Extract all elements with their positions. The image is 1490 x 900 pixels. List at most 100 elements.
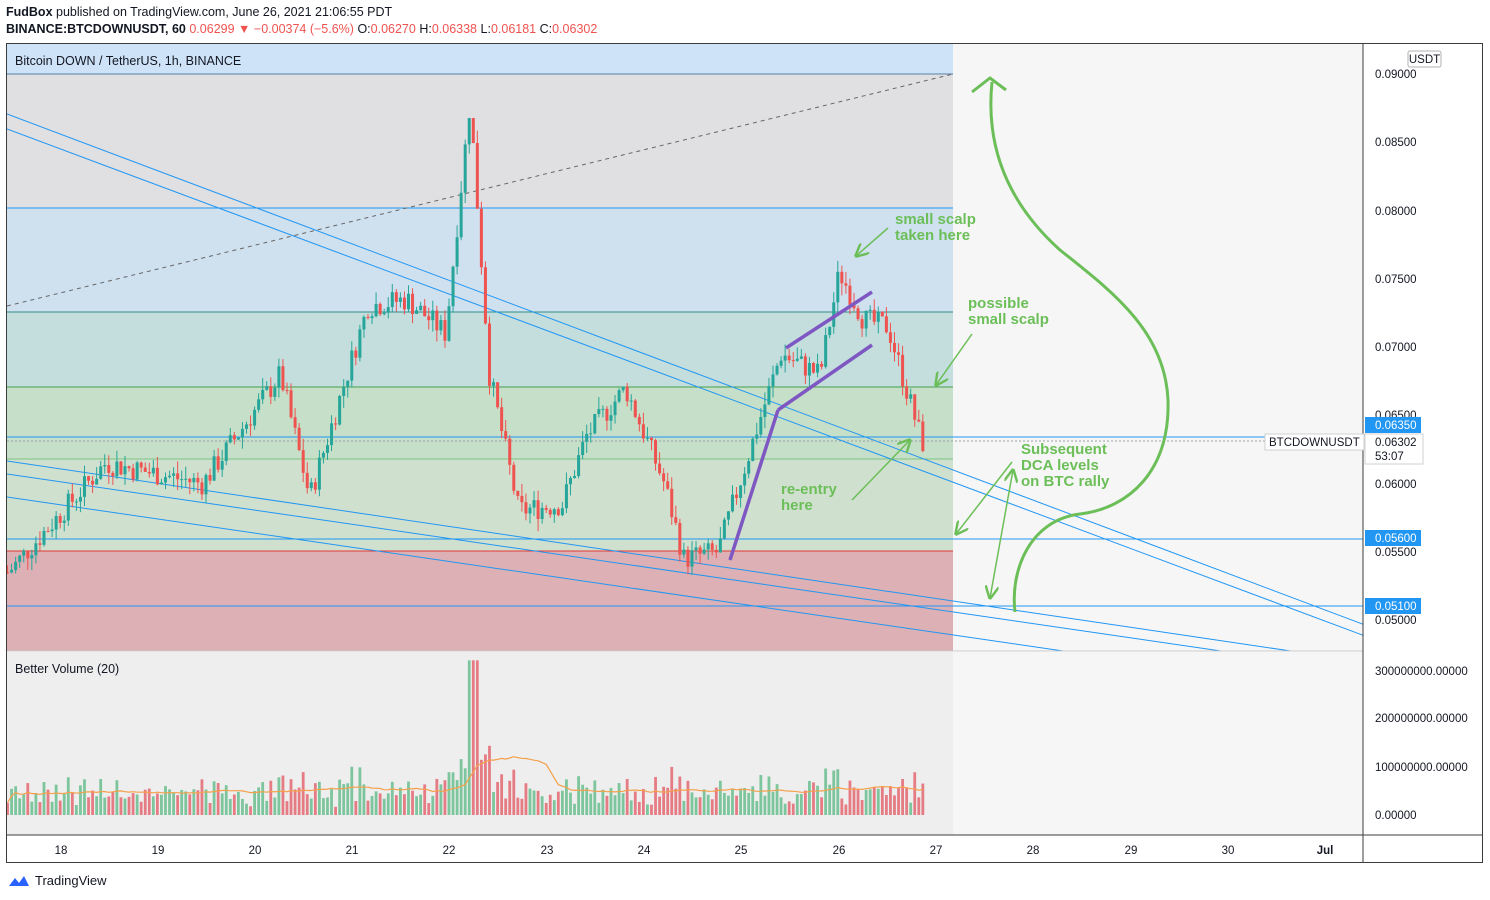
candle-body [876, 311, 880, 322]
volume-bar [901, 779, 904, 815]
volume-bar [876, 788, 880, 815]
candle-body [236, 437, 240, 440]
volume-bar [277, 777, 281, 815]
volume-bar [338, 779, 342, 815]
candle-body [34, 543, 38, 556]
volume-bar [224, 785, 228, 815]
range-zones [7, 44, 1363, 835]
volume-bar [54, 784, 58, 815]
volume-bar [38, 802, 42, 815]
volume-bar [905, 787, 909, 815]
candle-body [406, 293, 410, 310]
candle-body [589, 433, 593, 435]
candle-body [58, 516, 62, 523]
arrow-icon [856, 227, 889, 256]
volume-bar [317, 781, 321, 815]
volume-bar [471, 660, 475, 815]
time-tick: 18 [55, 845, 68, 857]
candle-body [836, 271, 840, 303]
price-tick: 0.08500 [1375, 137, 1417, 149]
candle-body [743, 473, 747, 486]
price-tick: 0.05000 [1375, 615, 1417, 627]
time-tick: 22 [443, 845, 456, 857]
time-tick: 21 [346, 845, 359, 857]
candle-body [22, 550, 26, 556]
arrow-icon [851, 440, 910, 501]
rally-path-curve [989, 81, 1170, 613]
time-tick: 23 [541, 845, 554, 857]
volume-bar [820, 797, 823, 815]
volume-bar [46, 789, 50, 815]
candle-body [74, 501, 78, 503]
candle-body [751, 438, 755, 462]
volume-bar [921, 783, 925, 815]
candle-body [42, 531, 46, 545]
volume-bar [427, 803, 431, 815]
publish-line: FudBox published on TradingView.com, Jun… [6, 5, 392, 19]
volume-bar [455, 780, 459, 815]
volume-bar [637, 801, 641, 815]
volume-bar [386, 793, 390, 815]
volume-bar [269, 780, 273, 815]
candle-body [253, 409, 257, 426]
open-label: O: [357, 22, 371, 36]
volume-bar [236, 791, 240, 815]
volume-bar [735, 795, 738, 815]
volume-bar [897, 787, 900, 815]
candle-body [888, 332, 892, 343]
annotation-text: small scalp [895, 211, 976, 228]
candle-body [706, 543, 710, 550]
volume-bar [212, 781, 216, 815]
candle-body [325, 445, 329, 453]
volume-bar [249, 806, 252, 815]
volume-bar [479, 759, 483, 815]
volume-bar [593, 780, 597, 815]
volume-bar [285, 801, 289, 815]
candle-body [585, 433, 589, 442]
time-tick: 19 [152, 845, 165, 857]
volume-bar [787, 801, 791, 815]
volume-bar [431, 795, 435, 815]
time-tick: 30 [1222, 845, 1235, 857]
candle-body [289, 390, 293, 418]
candle-body [330, 423, 334, 446]
volume-bar [439, 784, 443, 815]
volume-bar [484, 754, 487, 815]
candle-body [305, 472, 309, 489]
candle-body [220, 460, 224, 470]
candle-body [666, 481, 670, 489]
candle-body [46, 531, 50, 533]
volume-bar [605, 795, 609, 815]
annotation-text: DCA levels [1021, 457, 1099, 474]
volume-bar [556, 791, 560, 815]
candle-body [872, 309, 876, 322]
volume-bar [95, 796, 99, 815]
volume-bar [909, 802, 913, 815]
volume-bar [403, 794, 406, 815]
ohlc-line: BINANCE:BTCDOWNUSDT, 60 0.06299 ▼ −0.003… [6, 22, 597, 36]
candle-body [62, 520, 66, 523]
candle-body [398, 297, 402, 302]
candle-body [265, 386, 269, 390]
volume-bar [30, 801, 34, 815]
candle-body [402, 297, 406, 310]
volume-bar [74, 805, 78, 815]
price-tick: 0.07500 [1375, 274, 1417, 286]
volume-axis: 300000000.00000 200000000.00000 10000000… [1375, 666, 1468, 822]
volume-bar [70, 792, 74, 815]
candle-body [301, 450, 305, 473]
candle-body [508, 438, 512, 465]
volume-bar [767, 776, 771, 815]
volume-bar [160, 794, 163, 815]
candles [7, 117, 925, 576]
price-badge-upper: 0.06350 [1375, 420, 1417, 432]
candle-body [277, 366, 281, 388]
volume-bar [334, 806, 337, 815]
candle-body [107, 465, 111, 473]
volume-bar [727, 795, 730, 815]
candle-body [30, 555, 34, 559]
candle-body [273, 387, 277, 397]
footer: TradingView [8, 873, 107, 888]
candle-body [613, 401, 617, 416]
